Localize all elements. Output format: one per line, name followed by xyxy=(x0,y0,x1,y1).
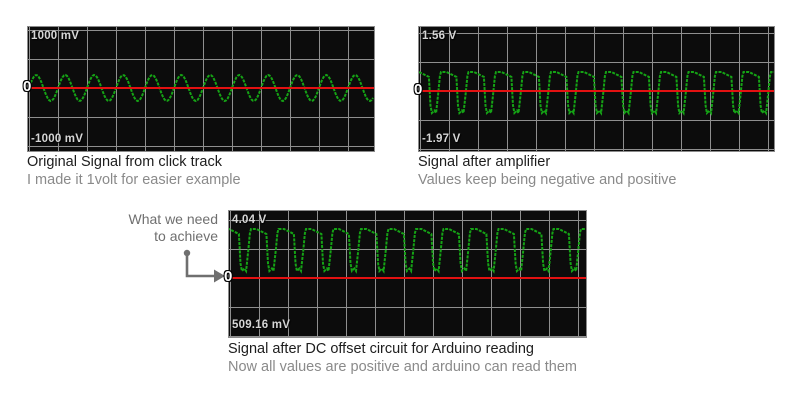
voltage-label-top: 1.56 V xyxy=(422,30,457,42)
voltage-label-bottom: -1.97 V xyxy=(422,133,461,145)
voltage-label-bottom: -1000 mV xyxy=(31,133,84,145)
annotation-line1: What we need xyxy=(128,211,219,227)
voltage-label-top: 1000 mV xyxy=(31,30,80,42)
zero-label: 0 xyxy=(23,78,32,95)
caption-after-dc-offset: Signal after DC offset circuit for Ardui… xyxy=(228,340,577,376)
caption-title: Signal after amplifier xyxy=(418,154,551,170)
caption-subtitle: I made it 1volt for easier example xyxy=(27,172,241,188)
voltage-label-bottom: 509.16 mV xyxy=(232,319,291,331)
annotation-line2: to achieve xyxy=(154,228,218,244)
caption-title: Original Signal from click track xyxy=(27,154,222,170)
voltage-label-top: 4.04 V xyxy=(232,214,267,226)
caption-subtitle: Values keep being negative and positive xyxy=(418,172,677,188)
waveform-plot xyxy=(28,73,374,103)
arrow-head xyxy=(214,269,225,283)
waveform-plot xyxy=(229,228,586,279)
caption-title: Signal after DC offset circuit for Ardui… xyxy=(228,341,535,357)
arrow-shaft xyxy=(185,253,215,278)
caption-after-amplifier: Signal after amplifier Values keep being… xyxy=(418,153,677,189)
zero-label: 0 xyxy=(224,268,233,285)
caption-original-signal: Original Signal from click track I made … xyxy=(27,153,241,189)
signal-trace xyxy=(28,73,374,103)
signal-trace xyxy=(229,228,586,274)
annotation-text: What we need to achieve xyxy=(98,211,219,245)
caption-subtitle: Now all values are positive and arduino … xyxy=(228,359,578,375)
elbow-arrow-icon xyxy=(183,249,225,283)
oscilloscope-original-signal: 1000 mV -1000 mV 0 xyxy=(23,26,375,152)
oscilloscope-after-dc-offset: 4.04 V 509.16 mV 0 xyxy=(224,210,587,338)
zero-label: 0 xyxy=(414,81,423,98)
oscilloscope-after-amplifier: 1.56 V -1.97 V 0 xyxy=(414,26,775,152)
signal-trace xyxy=(419,71,774,116)
waveform-plot xyxy=(419,71,774,116)
